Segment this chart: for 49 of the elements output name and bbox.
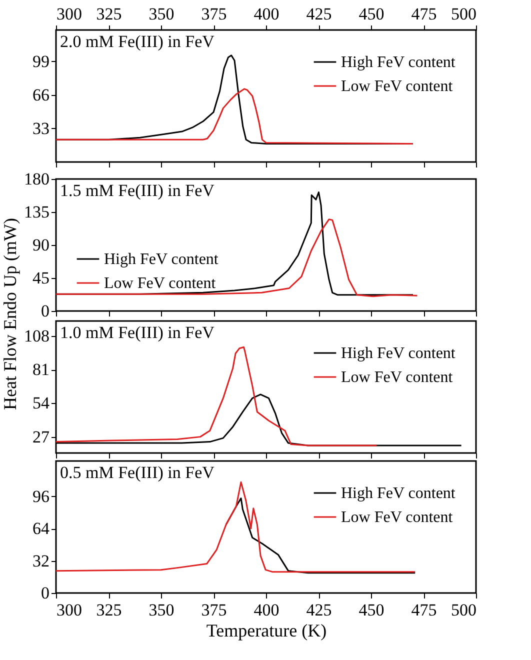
- x2-tick-label: 350: [148, 4, 174, 24]
- x-tick-label: 475: [411, 600, 437, 620]
- y-tick-label: 27: [32, 427, 50, 446]
- x-tick-label: 375: [201, 600, 227, 620]
- x2-tick-label: 400: [254, 4, 280, 24]
- x-tick-label: 350: [148, 600, 174, 620]
- x2-tick-label: 500: [451, 4, 476, 24]
- legend-label: Low FeV content: [341, 509, 454, 526]
- x2-tick-label: 425: [306, 4, 332, 24]
- y-tick-label: 96: [32, 486, 50, 506]
- x2-tick-label: 325: [96, 4, 122, 24]
- x-tick-label: 300: [56, 600, 82, 620]
- legend-label: High FeV content: [341, 345, 456, 362]
- chart-title: 0.5 mM Fe(III) in FeV: [60, 463, 216, 482]
- x-tick-label: 400: [254, 600, 280, 620]
- y-axis-title: Heat Flow Endo Up (mW): [0, 218, 20, 410]
- legend-label: Low FeV content: [341, 369, 454, 386]
- y-tick-label: 0: [41, 584, 50, 602]
- x2-tick-label: 375: [201, 4, 227, 24]
- y-tick-label: 180: [24, 170, 50, 188]
- x-tick-label: 450: [358, 600, 384, 620]
- legend-label: High FeV content: [341, 54, 456, 71]
- y-tick-label: 54: [32, 394, 50, 413]
- legend-label: High FeV content: [104, 251, 219, 268]
- chart-title: 1.0 mM Fe(III) in FeV: [60, 323, 216, 342]
- x2-tick-label: 475: [411, 4, 437, 24]
- chart-title: 2.0 mM Fe(III) in FeV: [60, 32, 216, 51]
- y-tick-label: 99: [32, 52, 50, 71]
- y-tick-label: 135: [24, 202, 50, 222]
- y-tick-label: 64: [32, 519, 50, 538]
- x2-tick-label: 450: [358, 4, 384, 24]
- legend-label: High FeV content: [341, 485, 456, 502]
- line-series: [56, 218, 418, 298]
- x-tick-label: 425: [306, 600, 332, 620]
- legend-label: Low FeV content: [341, 78, 454, 95]
- y-tick-label: 33: [32, 118, 50, 138]
- x2-tick-label: 300: [56, 4, 82, 24]
- y-tick-label: 45: [32, 268, 50, 288]
- y-tick-label: 66: [32, 85, 50, 104]
- legend-label: Low FeV content: [104, 275, 216, 292]
- chart-title: 1.5 mM Fe(III) in FeV: [60, 181, 216, 200]
- y-tick-label: 108: [24, 326, 50, 346]
- y-tick-label: 32: [32, 551, 50, 570]
- y-tick-label: 0: [41, 302, 50, 320]
- y-tick-label: 90: [32, 236, 50, 254]
- y-tick-label: 81: [32, 360, 50, 380]
- x-tick-label: 500: [451, 600, 476, 620]
- x-tick-label: 325: [96, 600, 122, 620]
- x-axis-title: Temperature (K): [206, 620, 327, 640]
